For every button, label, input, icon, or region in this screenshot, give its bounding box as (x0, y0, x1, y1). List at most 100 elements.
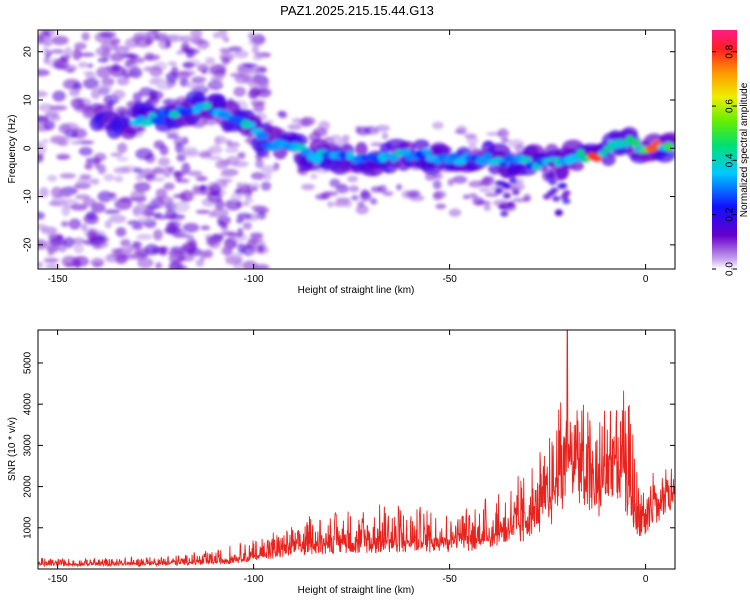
spectral-blob (237, 151, 246, 160)
spectral-blob (174, 71, 191, 80)
spectral-blob (168, 253, 186, 263)
spectral-blob (54, 136, 71, 145)
spectral-blob (506, 201, 515, 208)
colorbar-tick-label: 0.0 (725, 262, 736, 276)
spectral-blob (38, 103, 54, 112)
spectral-blob (115, 227, 127, 237)
spectral-blob (165, 130, 180, 136)
spectral-blob (247, 77, 255, 88)
spectral-blob (52, 90, 66, 102)
spectral-blob (68, 218, 82, 230)
spectral-blob (310, 173, 318, 180)
spectral-blob (38, 69, 50, 77)
spectral-blob (43, 119, 56, 131)
spectral-blob (242, 63, 258, 69)
spectral-blob (39, 187, 49, 198)
spectral-blob (83, 77, 100, 90)
spectral-blob (47, 250, 55, 256)
spectral-blob (257, 244, 264, 254)
spectral-blob (216, 178, 233, 184)
spectral-blob (209, 183, 222, 196)
spectral-blob (140, 120, 154, 127)
spectral-blob (221, 56, 230, 66)
spectral-blob (109, 52, 125, 63)
spectral-blob (192, 185, 201, 196)
spectral-blob (97, 57, 109, 63)
spectral-blob (219, 159, 232, 166)
spectral-blob (449, 152, 460, 161)
spectral-blob (233, 50, 249, 59)
spectral-blob (72, 48, 82, 61)
spectral-blob (38, 211, 45, 220)
spectral-blob (130, 62, 139, 74)
spectral-blob (38, 90, 48, 98)
spectral-blob (81, 106, 95, 119)
spectral-blob (173, 193, 187, 199)
spectral-blob (108, 192, 117, 198)
spectral-blob (174, 142, 185, 154)
x-tick-label: -50 (442, 574, 457, 585)
spectral-blob (114, 198, 133, 211)
spectral-blob (370, 198, 378, 205)
spectral-blob (483, 203, 491, 212)
spectral-blob (401, 189, 413, 199)
spectral-blob (398, 149, 412, 156)
y-tick-label: -10 (23, 189, 34, 204)
spectral-blob (146, 30, 157, 41)
spectral-blob (256, 87, 272, 98)
spectral-blob (63, 236, 75, 248)
spectral-blob (552, 195, 561, 202)
spectral-blob (224, 147, 239, 154)
spectral-blob (291, 118, 304, 123)
spectral-blob (136, 233, 153, 241)
x-tick-label: -150 (48, 574, 68, 585)
spectral-blob (447, 178, 455, 187)
spectrogram-y-label: Frequency (Hz) (7, 115, 18, 184)
spectral-blob (104, 209, 121, 215)
spectral-blob (80, 223, 88, 232)
spectral-blob (509, 182, 525, 192)
spectral-blob (249, 182, 261, 190)
spectral-blob (482, 153, 493, 160)
y-tick-label: 0 (23, 145, 34, 151)
spectral-blob (103, 173, 115, 182)
spectral-blob (511, 189, 520, 196)
spectral-blob (660, 132, 675, 143)
spectral-blob (137, 257, 154, 269)
spectral-blob (152, 176, 165, 182)
spectral-blob (519, 156, 533, 164)
spectral-blob (77, 140, 95, 145)
spectral-blob (86, 211, 97, 221)
spectral-blob (251, 186, 258, 192)
spectral-blob (562, 198, 571, 205)
spectral-blob (514, 144, 525, 154)
spectral-blob (250, 205, 267, 210)
spectral-blob (159, 246, 168, 257)
spectral-blob (53, 58, 69, 70)
spectral-blob (101, 77, 115, 87)
colorbar: 0.0 0.2 0.4 0.6 0.8 Normalized spectral ampl… (712, 30, 750, 276)
spectral-blob (105, 65, 121, 71)
spectral-blob (166, 34, 184, 43)
spectral-blob (278, 111, 288, 119)
spectral-blob (116, 156, 129, 162)
spectral-blob (120, 52, 136, 58)
spectral-blob (203, 249, 213, 259)
spectral-blob (149, 66, 163, 77)
spectral-blob (494, 187, 503, 194)
spectral-blob (181, 162, 191, 175)
spectral-blob (152, 229, 163, 241)
spectral-blob (381, 132, 389, 140)
spectral-blob (224, 199, 242, 211)
x-tick-label: 0 (643, 274, 649, 285)
spectral-blob (464, 133, 477, 139)
spectral-blob (244, 197, 254, 204)
spectral-blob (136, 196, 144, 207)
spectral-blob (61, 255, 77, 268)
spectral-blob (97, 163, 107, 175)
colorbar-gradient (712, 30, 737, 269)
spectral-blob (479, 177, 495, 187)
figure-title: PAZ1.2025.215.15.44.G13 (280, 3, 434, 18)
spectral-blob (159, 144, 169, 156)
